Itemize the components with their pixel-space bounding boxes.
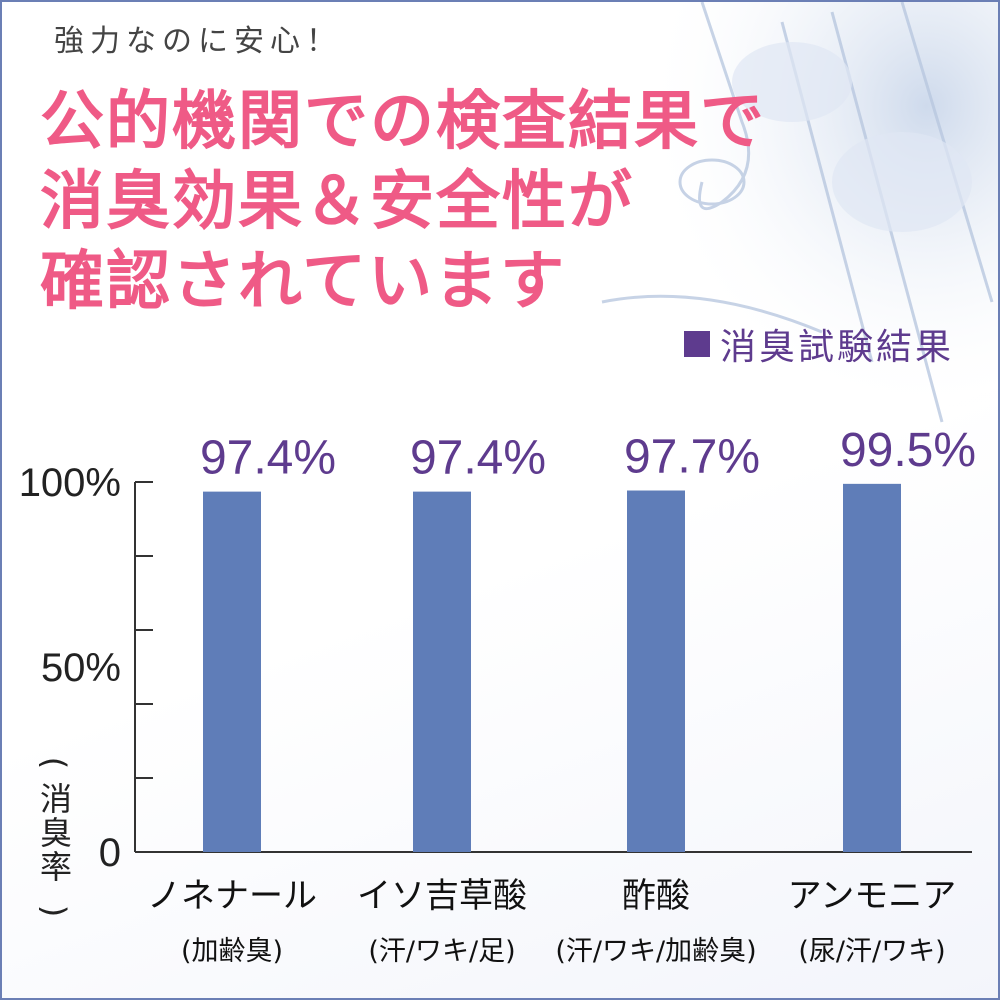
x-category-label-1: ノネナール [147,876,317,916]
bar-value-label-3: 97.7% [624,431,760,484]
headline: 公的機関での検査結果で 消臭効果＆安全性が 確認されています [40,82,860,322]
x-category-sublabel-3: (汗/ワキ/加齢臭) [555,936,756,967]
y-tick-label: 0 [99,831,121,875]
x-category-label-4: アンモニア [788,876,957,916]
x-category-label-3: 酢酸 [622,876,690,916]
x-category-sublabel-2: (汗/ワキ/足) [368,936,515,967]
y-axis-label-open-paren: ( [35,756,73,770]
legend-swatch [683,331,710,357]
x-category-label-2: イソ吉草酸 [357,876,527,916]
bar-4 [843,483,901,852]
bar-value-label-2: 97.4% [410,432,546,485]
legend-label: 消臭試験結果 [719,327,954,368]
headline-line-2: 消臭効果＆安全性が [40,164,634,239]
bar-value-label-4: 99.5% [840,424,976,477]
bar-1 [203,491,261,852]
bar-3 [627,490,685,852]
y-tick-label: 50% [41,646,121,690]
x-category-sublabel-1: (加齢臭) [181,936,283,967]
y-axis-label-close-paren: ) [35,904,73,918]
bar-2 [413,491,471,852]
y-axis-label-text: 消臭率 [35,782,73,884]
x-category-sublabel-4: (尿/汗/ワキ) [798,936,945,967]
headline-line-1: 公的機関での検査結果で [40,84,766,159]
headline-line-3: 確認されています [40,244,567,319]
subtitle: 強力なのに安心！ [54,24,342,59]
bar-value-label-1: 97.4% [200,432,336,485]
y-axis-label: ( 消臭率 ) [34,744,74,930]
y-tick-label: 100% [19,461,121,505]
chart-legend: 消臭試験結果 [683,318,954,370]
